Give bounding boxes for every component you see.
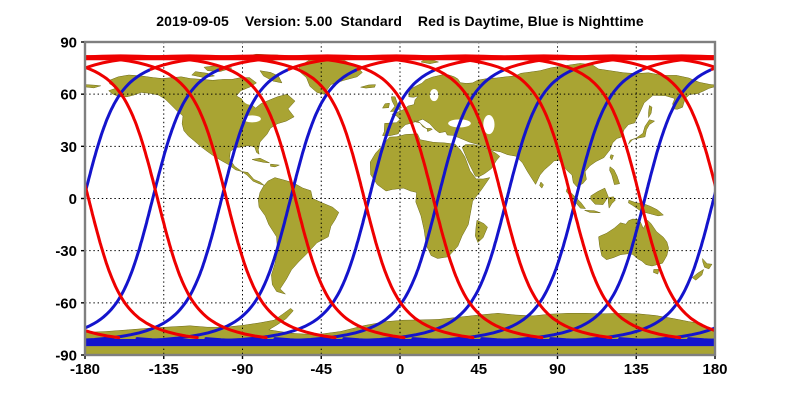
- land-ireland: [382, 102, 390, 109]
- land-sakhalin: [648, 105, 653, 119]
- nighttime-track: [85, 68, 358, 343]
- y-tick-label: 60: [60, 87, 77, 104]
- daytime-track: [85, 54, 475, 340]
- land-hispaniola: [270, 163, 280, 168]
- y-tick-label: 0: [69, 191, 77, 208]
- daytime-track: [710, 66, 715, 71]
- nighttime-track: [411, 68, 712, 343]
- nighttime-track: [204, 68, 506, 343]
- x-tick-label: 0: [396, 361, 404, 378]
- land-new-zealand-south: [691, 268, 705, 281]
- daytime-track: [287, 54, 682, 340]
- y-tick-label: -30: [55, 243, 77, 260]
- nighttime-track: [85, 68, 151, 200]
- land-tasmania: [653, 269, 660, 275]
- daytime-track: [149, 54, 544, 340]
- land-baffin-island: [259, 70, 283, 84]
- y-tick-label: -60: [55, 295, 77, 312]
- land-japan: [628, 119, 656, 145]
- land-cuba: [252, 157, 270, 164]
- land-chukotka-west-tip: [85, 84, 101, 89]
- land-madagascar: [475, 219, 488, 243]
- x-tick-label: -45: [310, 361, 332, 378]
- daytime-track: [356, 54, 715, 333]
- x-tick-label: -135: [149, 361, 179, 378]
- land-borneo: [590, 187, 609, 205]
- land-taiwan: [609, 154, 614, 161]
- land-new-zealand-north: [702, 257, 713, 270]
- land-java: [584, 210, 601, 214]
- x-tick-label: 180: [702, 361, 727, 378]
- lake-caspian-sea: [483, 115, 495, 135]
- daytime-track: [85, 65, 268, 340]
- y-tick-label: 30: [60, 139, 77, 156]
- daytime-polar-band: [85, 55, 715, 61]
- land-sulawesi: [608, 196, 616, 209]
- nighttime-track: [273, 68, 574, 343]
- nighttime-track: [85, 68, 289, 342]
- daytime-track: [85, 54, 406, 340]
- lake-baltic-sea: [429, 88, 439, 102]
- daytime-track: [85, 55, 337, 340]
- land-sri-lanka: [539, 181, 544, 189]
- land-italy: [413, 120, 433, 132]
- x-tick-label: -180: [70, 361, 100, 378]
- x-tick-label: 135: [624, 361, 649, 378]
- land-philippines: [609, 166, 620, 185]
- nighttime-track: [135, 68, 437, 343]
- daytime-track: [85, 178, 199, 340]
- plot-title: 2019-09-05 Version: 5.00 Standard Red is…: [156, 13, 644, 29]
- nighttime-track: [480, 187, 715, 343]
- y-tick-label: -90: [55, 348, 77, 365]
- x-tick-label: -90: [232, 361, 254, 378]
- lake-great-lakes: [243, 115, 261, 123]
- y-tick-label: 90: [60, 35, 77, 52]
- nighttime-track: [85, 68, 220, 330]
- x-tick-label: 45: [470, 361, 487, 378]
- daytime-track: [218, 54, 613, 340]
- plot-area: [85, 42, 715, 355]
- land-iceland: [360, 84, 376, 89]
- land-south-america: [258, 177, 340, 295]
- x-tick-label: 90: [549, 361, 566, 378]
- plot-frame: [83, 40, 717, 357]
- nighttime-track: [342, 68, 643, 343]
